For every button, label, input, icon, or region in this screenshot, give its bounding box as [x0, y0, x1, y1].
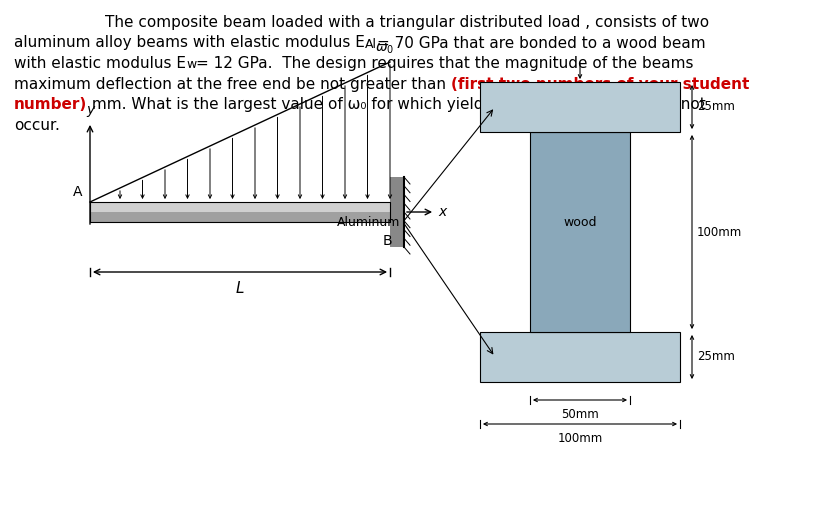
Text: A: A: [73, 185, 82, 199]
Bar: [480, 82, 680, 132]
Text: The composite beam loaded with a triangular distributed load , consists of two: The composite beam loaded with a triangu…: [105, 15, 709, 30]
Text: $\omega_0$: $\omega_0$: [376, 41, 394, 56]
Text: Al: Al: [365, 37, 377, 51]
Text: w: w: [186, 58, 196, 71]
Text: number): number): [14, 97, 87, 112]
Text: $L$: $L$: [236, 280, 244, 296]
Text: wood: wood: [563, 216, 597, 228]
Bar: [390, 177, 404, 247]
Text: x: x: [438, 205, 447, 219]
Text: 100mm: 100mm: [557, 432, 602, 445]
Text: aluminum alloy beams with elastic modulus E: aluminum alloy beams with elastic modulu…: [14, 35, 365, 51]
Text: (first two numbers of your student: (first two numbers of your student: [451, 76, 749, 92]
Text: 100mm: 100mm: [697, 225, 742, 239]
Text: 50mm: 50mm: [561, 408, 599, 421]
Text: maximum deflection at the free end be not greater than: maximum deflection at the free end be no…: [14, 76, 451, 92]
Bar: [90, 212, 390, 222]
Text: occur.: occur.: [14, 117, 59, 133]
Text: 25mm: 25mm: [697, 351, 735, 364]
Bar: [480, 332, 680, 382]
Text: 25mm: 25mm: [697, 100, 735, 114]
Text: y: y: [86, 103, 94, 117]
Text: Aluminum: Aluminum: [337, 216, 400, 228]
Text: = 12 GPa.  The design requires that the magnitude of the beams: = 12 GPa. The design requires that the m…: [196, 56, 694, 71]
Text: = 70 GPa that are bonded to a wood beam: = 70 GPa that are bonded to a wood beam: [377, 35, 706, 51]
Text: with elastic modulus E: with elastic modulus E: [14, 56, 186, 71]
Text: mm. What is the largest value of ω₀ for which yielding of either material will n: mm. What is the largest value of ω₀ for …: [87, 97, 706, 112]
Bar: [90, 202, 390, 212]
Bar: [530, 132, 630, 332]
Text: B: B: [382, 234, 392, 248]
